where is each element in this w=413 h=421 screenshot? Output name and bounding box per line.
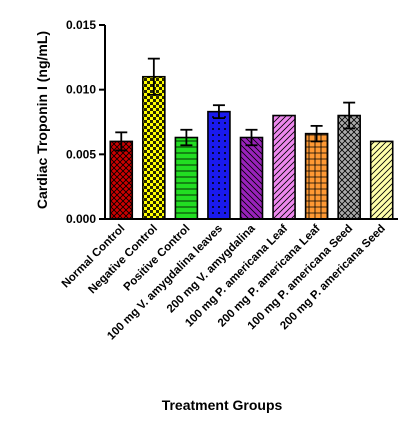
bar-6: [304, 132, 329, 220]
y-tick-label-0: 0.000: [66, 212, 96, 226]
bar-1: [142, 75, 166, 220]
bar-0: [109, 140, 134, 220]
error-bar-3: [212, 104, 225, 120]
y-tick-label-3: 0.015: [66, 18, 96, 32]
bar-7: [337, 114, 361, 220]
y-axis-title: Cardiac Troponin I (ng/mL): [34, 31, 50, 209]
error-bar-7: [343, 101, 356, 130]
error-bar-6: [310, 124, 323, 143]
error-bar-0: [115, 131, 128, 152]
x-axis-title: Treatment Groups: [162, 397, 283, 413]
bar-2: [174, 136, 199, 220]
bar-4: [239, 136, 264, 220]
y-tick-label-1: 0.005: [66, 147, 96, 161]
y-tick-label-2: 0.010: [66, 83, 96, 97]
bar-5: [272, 114, 296, 220]
error-bar-1: [147, 57, 160, 96]
bar-3: [207, 110, 231, 220]
bars-group: [109, 57, 394, 220]
error-bar-2: [180, 128, 193, 147]
bar-8: [369, 140, 394, 220]
error-bar-4: [245, 128, 258, 147]
y-axis: 0.000 0.005 0.010 0.015: [66, 18, 106, 226]
